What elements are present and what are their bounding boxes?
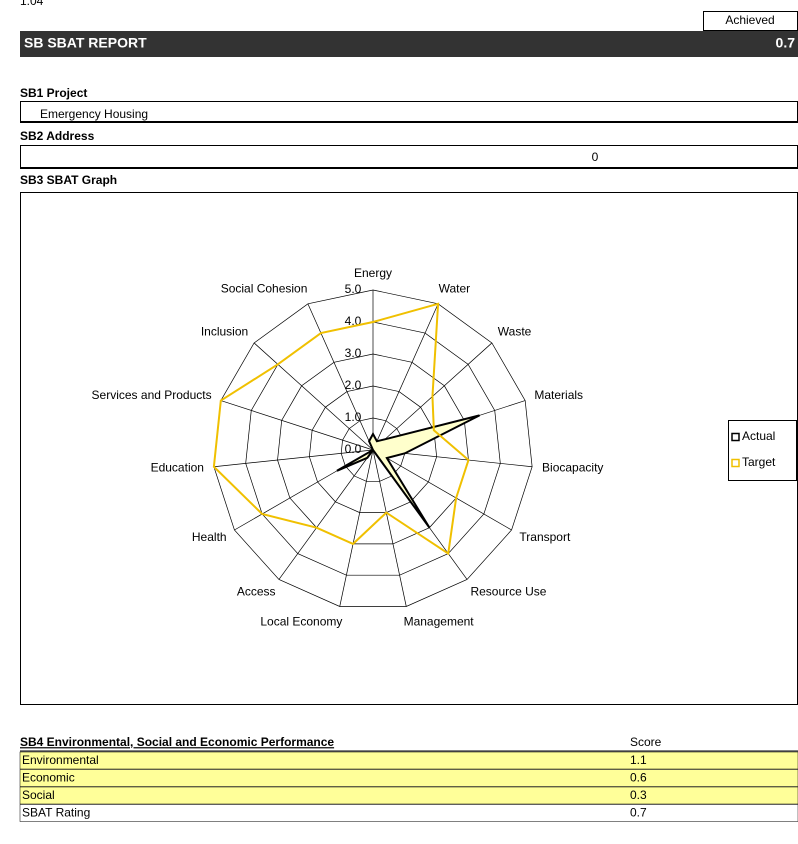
axis-label: Inclusion [201,324,248,338]
spoke [220,400,374,451]
report-title: SB SBAT REPORT [24,35,147,51]
axis-label: Social Cohesion [221,281,308,295]
spoke [339,449,374,607]
table-header: SB4 Environmental, Social and Economic P… [20,735,334,749]
radial-tick-label: 5.0 [345,282,362,296]
score-header: Score [630,735,662,749]
axis-label: Services and Products [92,388,212,402]
legend-box [728,420,797,481]
legend-swatch [731,432,740,442]
row-label: Environmental [22,753,99,767]
legend: Actual Target [731,429,776,469]
row-label: SBAT Rating [22,806,90,820]
axis-label: Access [237,585,276,599]
grid-ring [277,353,469,545]
axis-label: Local Economy [260,614,342,628]
address-label: SB2 Address [20,129,95,143]
row-score: 1.1 [630,753,647,767]
radial-tick-label: 3.0 [345,346,362,360]
address-box [20,145,798,168]
spoke [372,303,439,451]
legend-label: Target [742,455,776,469]
spoke [253,342,374,451]
axis-label: Transport [519,530,571,544]
radar-chart: Energy Water Waste Materials Biocapacity Tran… [92,266,604,628]
row-label: Social [22,788,55,802]
legend-label: Actual [742,429,775,443]
grid-ring [245,321,501,576]
grid-ring [308,385,438,513]
axis-label: Water [439,281,471,295]
table-row [19,769,798,787]
axis-label: Biocapacity [542,461,603,475]
table: Environmental 1.1 Economic 0.6 Social 0.3 SBAT… [19,751,798,822]
radial-tick-label: 2.0 [345,378,362,392]
axis-label: Health [192,530,227,544]
title-bar [20,31,798,57]
axis-label: Education [151,461,204,475]
grid-ring [340,417,406,482]
row-label: Economic [22,771,75,785]
project-label: SB1 Project [20,86,87,100]
graph-label: SB3 SBAT Graph [20,173,117,187]
axis-label: Energy [354,266,392,280]
grid-ring [213,289,533,607]
achieved-label: Achieved [725,13,774,27]
series-1 [212,302,470,556]
row-score: 0.7 [630,806,647,820]
spoke [278,449,374,580]
row-score: 0.6 [630,771,647,785]
axis-label: Resource Use [470,585,546,599]
axis-label: Materials [534,388,583,402]
table-row [19,804,798,822]
axis-label: Waste [498,324,532,338]
spoke [372,449,407,607]
legend-swatch [731,458,740,468]
project-value: Emergency Housing [40,107,148,121]
address-value: 0 [592,150,599,164]
table-row [19,751,798,770]
report-score: 0.7 [776,35,796,51]
version: 1.04 [20,0,44,8]
spoke [307,303,374,451]
row-score: 0.3 [630,788,647,802]
spoke [213,449,374,468]
series-0 [336,414,480,529]
axis-label: Management [404,614,475,628]
radial-tick-label: 0.0 [345,442,362,456]
radial-tick-label: 1.0 [345,410,362,424]
table-row [19,786,798,805]
spoke [372,449,512,531]
